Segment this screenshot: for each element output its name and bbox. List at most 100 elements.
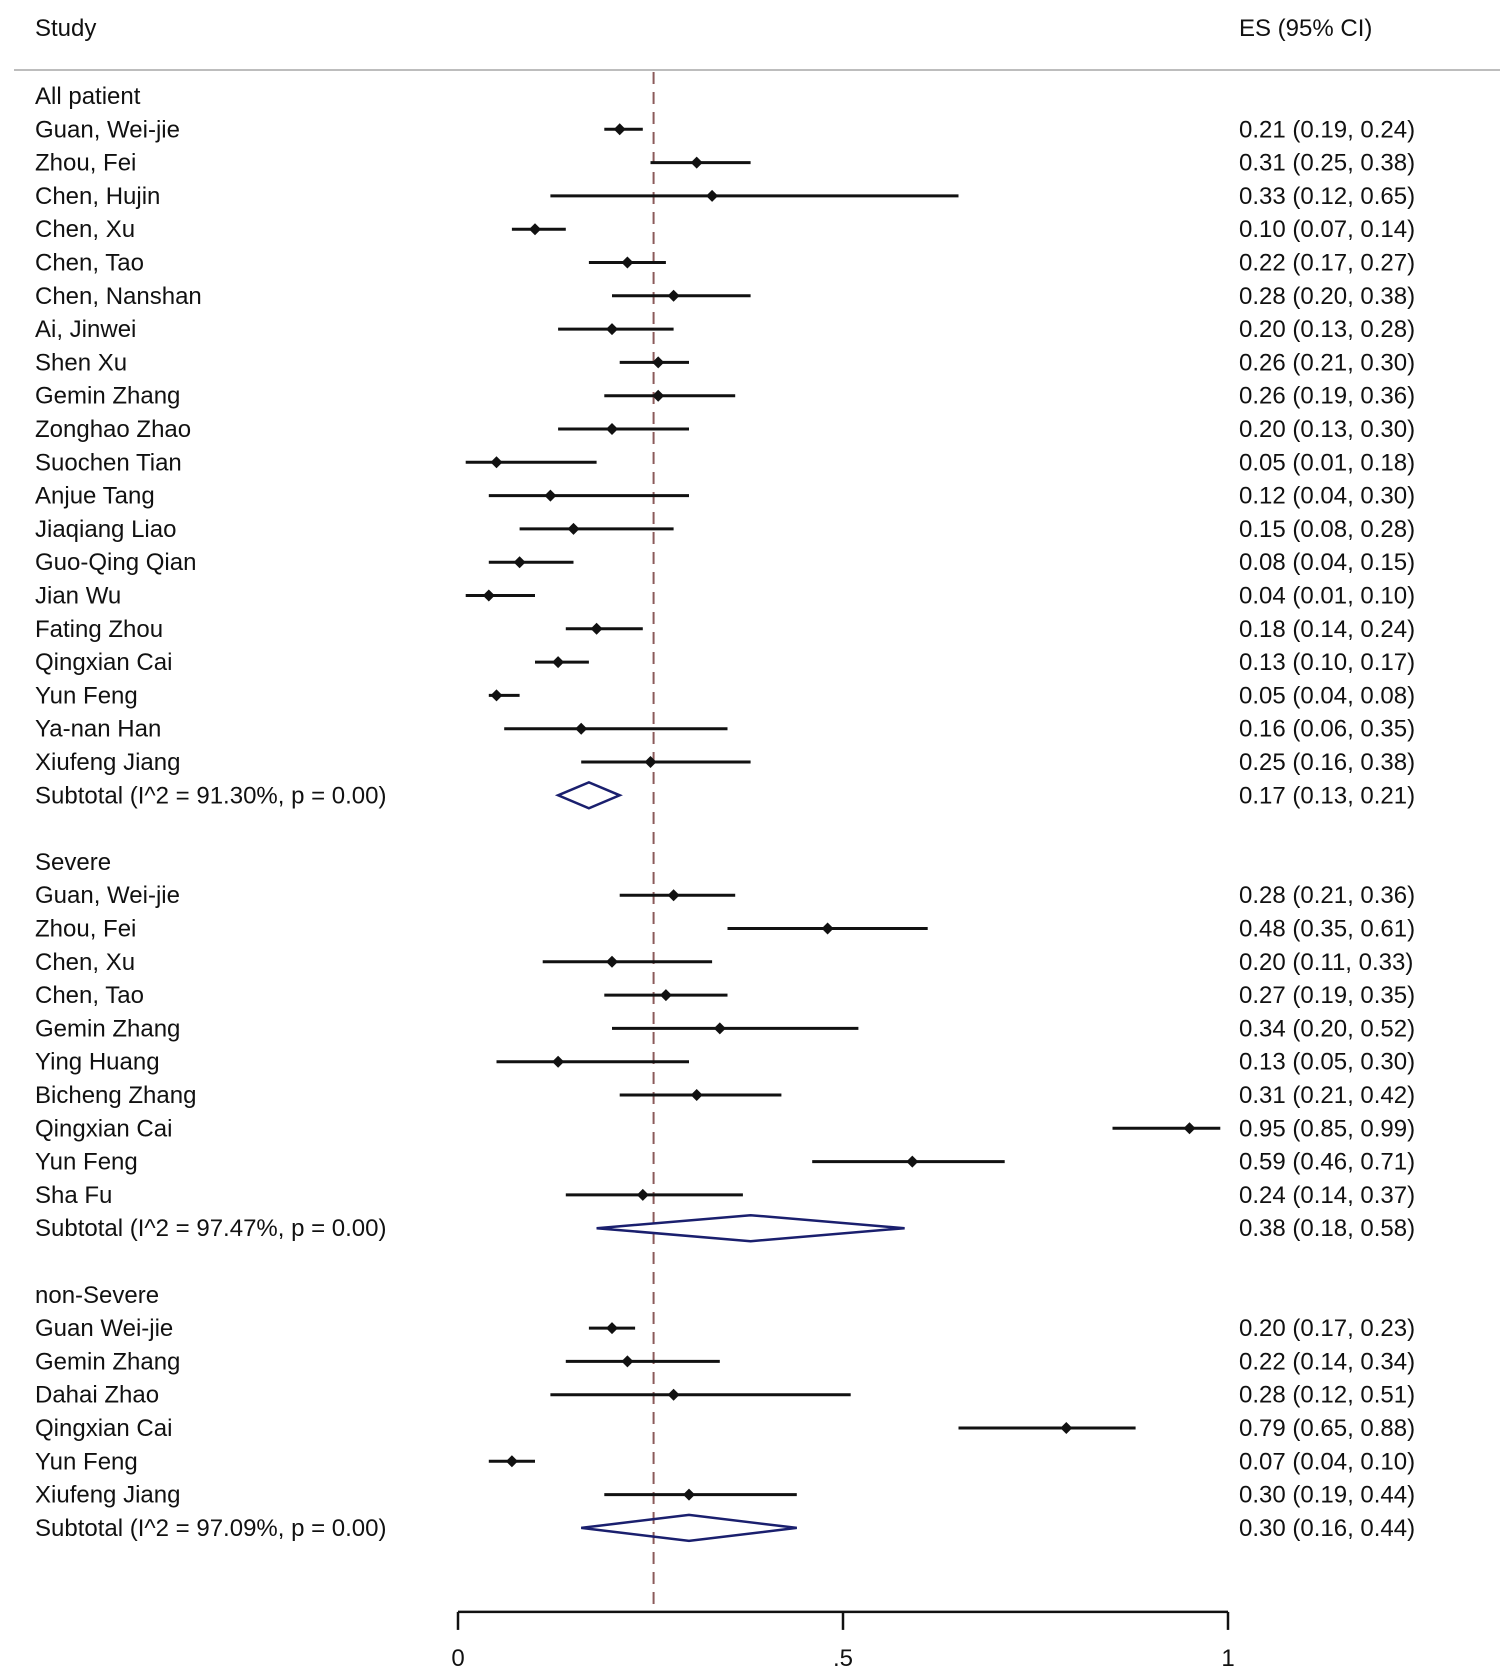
study-label: Zonghao Zhao xyxy=(35,416,191,443)
es-value: 0.05 (0.04, 0.08) xyxy=(1239,682,1415,709)
point-estimate xyxy=(652,356,665,369)
point-estimate xyxy=(659,989,672,1002)
study-label: Chen, Tao xyxy=(35,250,144,277)
x-tick-label: 1 xyxy=(1221,1645,1234,1672)
point-estimate xyxy=(606,955,618,968)
point-estimate xyxy=(706,189,719,202)
study-label: Qingxian Cai xyxy=(35,1415,172,1442)
point-estimate xyxy=(621,1355,634,1368)
group-label: non-Severe xyxy=(35,1282,159,1309)
study-label: Ai, Jinwei xyxy=(35,316,136,343)
study-label: Chen, Xu xyxy=(35,949,135,976)
study-column-header: Study xyxy=(35,15,96,42)
study-label: Xiufeng Jiang xyxy=(35,1482,180,1509)
study-label: Bicheng Zhang xyxy=(35,1082,196,1109)
es-value: 0.04 (0.01, 0.10) xyxy=(1239,583,1415,610)
es-value: 0.16 (0.06, 0.35) xyxy=(1239,716,1415,743)
study-label: Zhou, Fei xyxy=(35,150,136,177)
point-estimate xyxy=(490,456,503,469)
subtotal-label: Subtotal (I^2 = 97.47%, p = 0.00) xyxy=(35,1215,387,1242)
es-value: 0.30 (0.19, 0.44) xyxy=(1239,1482,1415,1509)
es-value: 0.26 (0.19, 0.36) xyxy=(1239,383,1415,410)
es-value: 0.13 (0.10, 0.17) xyxy=(1239,649,1415,676)
point-estimate xyxy=(652,389,665,402)
study-label: Suochen Tian xyxy=(35,449,182,476)
rows-layer: All patient Guan, Wei-jie 0.21 (0.19, 0.24… xyxy=(35,83,1415,1543)
x-tick-label: .5 xyxy=(833,1645,853,1672)
study-label: Ying Huang xyxy=(35,1049,160,1076)
point-estimate xyxy=(552,1055,565,1068)
subtotal-diamond xyxy=(554,780,623,810)
point-estimate xyxy=(505,1455,518,1468)
study-label: Qingxian Cai xyxy=(35,649,172,676)
es-value: 0.21 (0.19, 0.24) xyxy=(1239,116,1415,143)
point-estimate xyxy=(513,556,526,569)
x-tick-label: 0 xyxy=(451,1645,464,1672)
es-value: 0.31 (0.21, 0.42) xyxy=(1239,1082,1415,1109)
study-label: Gemin Zhang xyxy=(35,1015,180,1042)
study-label: Gemin Zhang xyxy=(35,1348,180,1375)
study-label: Qingxian Cai xyxy=(35,1115,172,1142)
es-value: 0.79 (0.65, 0.88) xyxy=(1239,1415,1415,1442)
point-estimate xyxy=(636,1188,649,1201)
point-estimate xyxy=(690,1089,703,1101)
es-value: 0.25 (0.16, 0.38) xyxy=(1239,749,1415,776)
es-value: 0.28 (0.21, 0.36) xyxy=(1239,882,1415,909)
es-value: 0.08 (0.04, 0.15) xyxy=(1239,549,1415,576)
study-label: Guan, Wei-jie xyxy=(35,882,180,909)
point-estimate xyxy=(667,1388,680,1401)
subtotal-diamond xyxy=(581,1513,797,1543)
subtotal-label: Subtotal (I^2 = 91.30%, p = 0.00) xyxy=(35,782,387,809)
es-value: 0.34 (0.20, 0.52) xyxy=(1239,1015,1415,1042)
es-value: 0.27 (0.19, 0.35) xyxy=(1239,982,1415,1009)
es-value: 0.48 (0.35, 0.61) xyxy=(1239,916,1415,943)
es-value: 0.05 (0.01, 0.18) xyxy=(1239,449,1415,476)
es-value: 0.18 (0.14, 0.24) xyxy=(1239,616,1415,643)
point-estimate xyxy=(606,423,618,435)
point-estimate xyxy=(529,223,541,236)
study-label: Zhou, Fei xyxy=(35,916,136,943)
point-estimate xyxy=(490,689,503,702)
subtotal-es-value: 0.17 (0.13, 0.21) xyxy=(1239,782,1415,809)
es-value: 0.13 (0.05, 0.30) xyxy=(1239,1049,1415,1076)
study-label: Chen, Hujin xyxy=(35,183,160,210)
point-estimate xyxy=(713,1022,726,1035)
study-label: Xiufeng Jiang xyxy=(35,749,180,776)
es-value: 0.33 (0.12, 0.65) xyxy=(1239,183,1415,210)
study-label: Chen, Nanshan xyxy=(35,283,202,310)
es-value: 0.59 (0.46, 0.71) xyxy=(1239,1149,1415,1176)
es-value: 0.24 (0.14, 0.37) xyxy=(1239,1182,1415,1209)
es-value: 0.28 (0.20, 0.38) xyxy=(1239,283,1415,310)
es-value: 0.22 (0.14, 0.34) xyxy=(1239,1348,1415,1375)
study-label: Gemin Zhang xyxy=(35,383,180,410)
subtotal-es-value: 0.38 (0.18, 0.58) xyxy=(1239,1215,1415,1242)
study-label: Dahai Zhao xyxy=(35,1382,159,1409)
point-estimate xyxy=(1060,1422,1073,1434)
point-estimate xyxy=(667,289,680,302)
point-estimate xyxy=(621,256,634,269)
study-label: Guan Wei-jie xyxy=(35,1315,173,1342)
point-estimate xyxy=(1183,1122,1196,1135)
es-value: 0.20 (0.11, 0.33) xyxy=(1239,949,1413,976)
study-label: Yun Feng xyxy=(35,1448,138,1475)
point-estimate xyxy=(613,123,626,136)
point-estimate xyxy=(606,1322,618,1335)
study-label: Jian Wu xyxy=(35,583,121,610)
es-value: 0.31 (0.25, 0.38) xyxy=(1239,150,1415,177)
es-value: 0.15 (0.08, 0.28) xyxy=(1239,516,1415,543)
study-label: Yun Feng xyxy=(35,1149,138,1176)
study-label: Chen, Tao xyxy=(35,982,144,1009)
es-column-header: ES (95% CI) xyxy=(1239,15,1372,42)
study-label: Guo-Qing Qian xyxy=(35,549,196,576)
point-estimate xyxy=(667,889,680,902)
point-estimate xyxy=(482,589,495,602)
study-label: Fating Zhou xyxy=(35,616,163,643)
point-estimate xyxy=(544,489,557,502)
group-label: All patient xyxy=(35,83,141,110)
point-estimate xyxy=(575,722,588,735)
point-estimate xyxy=(590,622,603,635)
es-value: 0.12 (0.04, 0.30) xyxy=(1239,483,1415,510)
es-value: 0.20 (0.13, 0.30) xyxy=(1239,416,1415,443)
x-axis: 0.5 1 xyxy=(451,1610,1235,1672)
study-label: Chen, Xu xyxy=(35,216,135,243)
